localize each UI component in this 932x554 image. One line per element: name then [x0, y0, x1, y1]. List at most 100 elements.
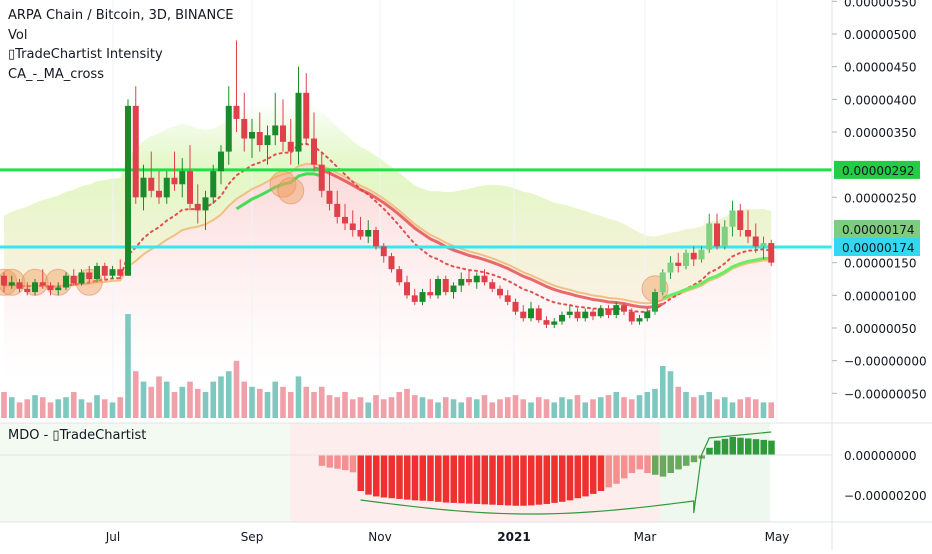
volume-bar	[590, 399, 596, 418]
mdo-bar	[404, 455, 411, 500]
candle-body	[551, 321, 558, 325]
candle-body	[295, 92, 302, 152]
mdo-green-shade	[0, 423, 290, 522]
intensity-upper-band	[4, 101, 772, 304]
mdo-bar	[768, 440, 775, 455]
candle-body	[380, 246, 387, 257]
candle-body	[318, 164, 325, 191]
volume-bar	[419, 397, 426, 418]
volume-bar	[690, 397, 697, 418]
volume-bar	[156, 376, 162, 418]
mdo-bar	[334, 455, 341, 469]
candle-body	[714, 223, 720, 247]
mdo-bar	[411, 455, 419, 501]
volume-bar	[714, 399, 720, 418]
candle-body	[621, 305, 627, 312]
mdo-bar	[752, 439, 760, 455]
candle-body	[466, 279, 472, 283]
mdo-bar	[419, 455, 426, 501]
candle-body	[280, 125, 286, 142]
candle-body	[636, 318, 643, 322]
volume-bar	[303, 386, 310, 418]
candle-body	[311, 138, 317, 165]
mdo-legend[interactable]: MDO - ▯TradeChartist	[8, 428, 147, 443]
volume-bar	[551, 402, 558, 418]
candle-body	[404, 282, 410, 296]
candle-body	[574, 311, 581, 319]
candle-body	[737, 210, 744, 230]
candle-body	[70, 275, 77, 284]
candle-body	[435, 279, 441, 296]
price-tick-label: 0.00000250	[844, 191, 917, 205]
bull-ma-segment-2	[662, 256, 772, 300]
mdo-bar	[551, 455, 558, 503]
mdo-bar	[745, 438, 752, 455]
volume-bar	[411, 395, 418, 418]
candle-body	[249, 132, 255, 139]
legend-ma-cross[interactable]: CA_-_MA_cross	[8, 66, 104, 82]
volume-bar	[94, 395, 100, 418]
candle-body	[566, 311, 573, 315]
time-tick-label: May	[765, 530, 790, 544]
candle-body	[241, 118, 248, 139]
candle-body	[233, 105, 240, 119]
volume-bar	[241, 381, 248, 418]
mdo-bar	[706, 447, 713, 455]
legend-intensity[interactable]: ▯TradeChartist Intensity	[8, 47, 163, 62]
volume-bar	[295, 376, 302, 418]
mdo-bar	[729, 437, 736, 455]
price-tag-label: 0.00000292	[842, 164, 915, 178]
volume-bar	[132, 371, 139, 418]
candle-body	[698, 249, 705, 260]
mdo-bar	[466, 455, 473, 504]
volume-bar	[636, 395, 643, 418]
time-tick-label: 2021	[497, 530, 530, 544]
volume-bar	[543, 399, 550, 418]
mdo-bar	[652, 455, 659, 475]
mdo-bar	[380, 455, 388, 498]
candle-body	[605, 308, 612, 315]
mdo-bar	[582, 455, 589, 497]
candle-body	[47, 285, 54, 291]
candle-body	[1, 275, 7, 286]
mdo-bar	[605, 455, 612, 488]
mdo-tick-label: −0.00000200	[844, 489, 927, 503]
candle-body	[706, 223, 713, 250]
candle-body	[520, 311, 527, 319]
volume-bar	[70, 392, 77, 418]
volume-bar	[233, 360, 240, 418]
volume-bar	[667, 371, 674, 418]
candle-body	[512, 301, 519, 312]
volume-bar	[458, 402, 465, 418]
volume-bar	[497, 399, 503, 418]
mdo-bar	[396, 455, 403, 499]
volume-bar	[528, 402, 534, 418]
volume-bar	[179, 386, 186, 418]
intensity-lower-band	[4, 163, 772, 380]
candle-body	[101, 265, 108, 276]
mdo-bar	[566, 455, 574, 501]
volume-bar	[698, 395, 705, 418]
volume-bar	[256, 388, 263, 418]
volume-bar	[148, 386, 155, 418]
volume-bar	[272, 381, 279, 418]
candle-body	[442, 279, 449, 293]
candle-body	[202, 197, 209, 211]
candle-body	[497, 288, 503, 296]
volume-bar	[55, 399, 62, 418]
candle-body	[745, 230, 751, 237]
candle-body	[652, 292, 658, 312]
volume-bar	[86, 402, 93, 418]
candle-body	[163, 177, 170, 198]
candle-body	[768, 243, 775, 263]
symbol-title[interactable]: ARPA Chain / Bitcoin, 3D, BINANCE	[8, 8, 234, 23]
volume-bar	[225, 371, 232, 418]
candle-body	[179, 171, 186, 185]
candle-body	[690, 252, 697, 260]
legend-volume[interactable]: Vol	[8, 27, 28, 43]
candle-body	[504, 295, 511, 302]
mdo-bar	[512, 455, 519, 506]
